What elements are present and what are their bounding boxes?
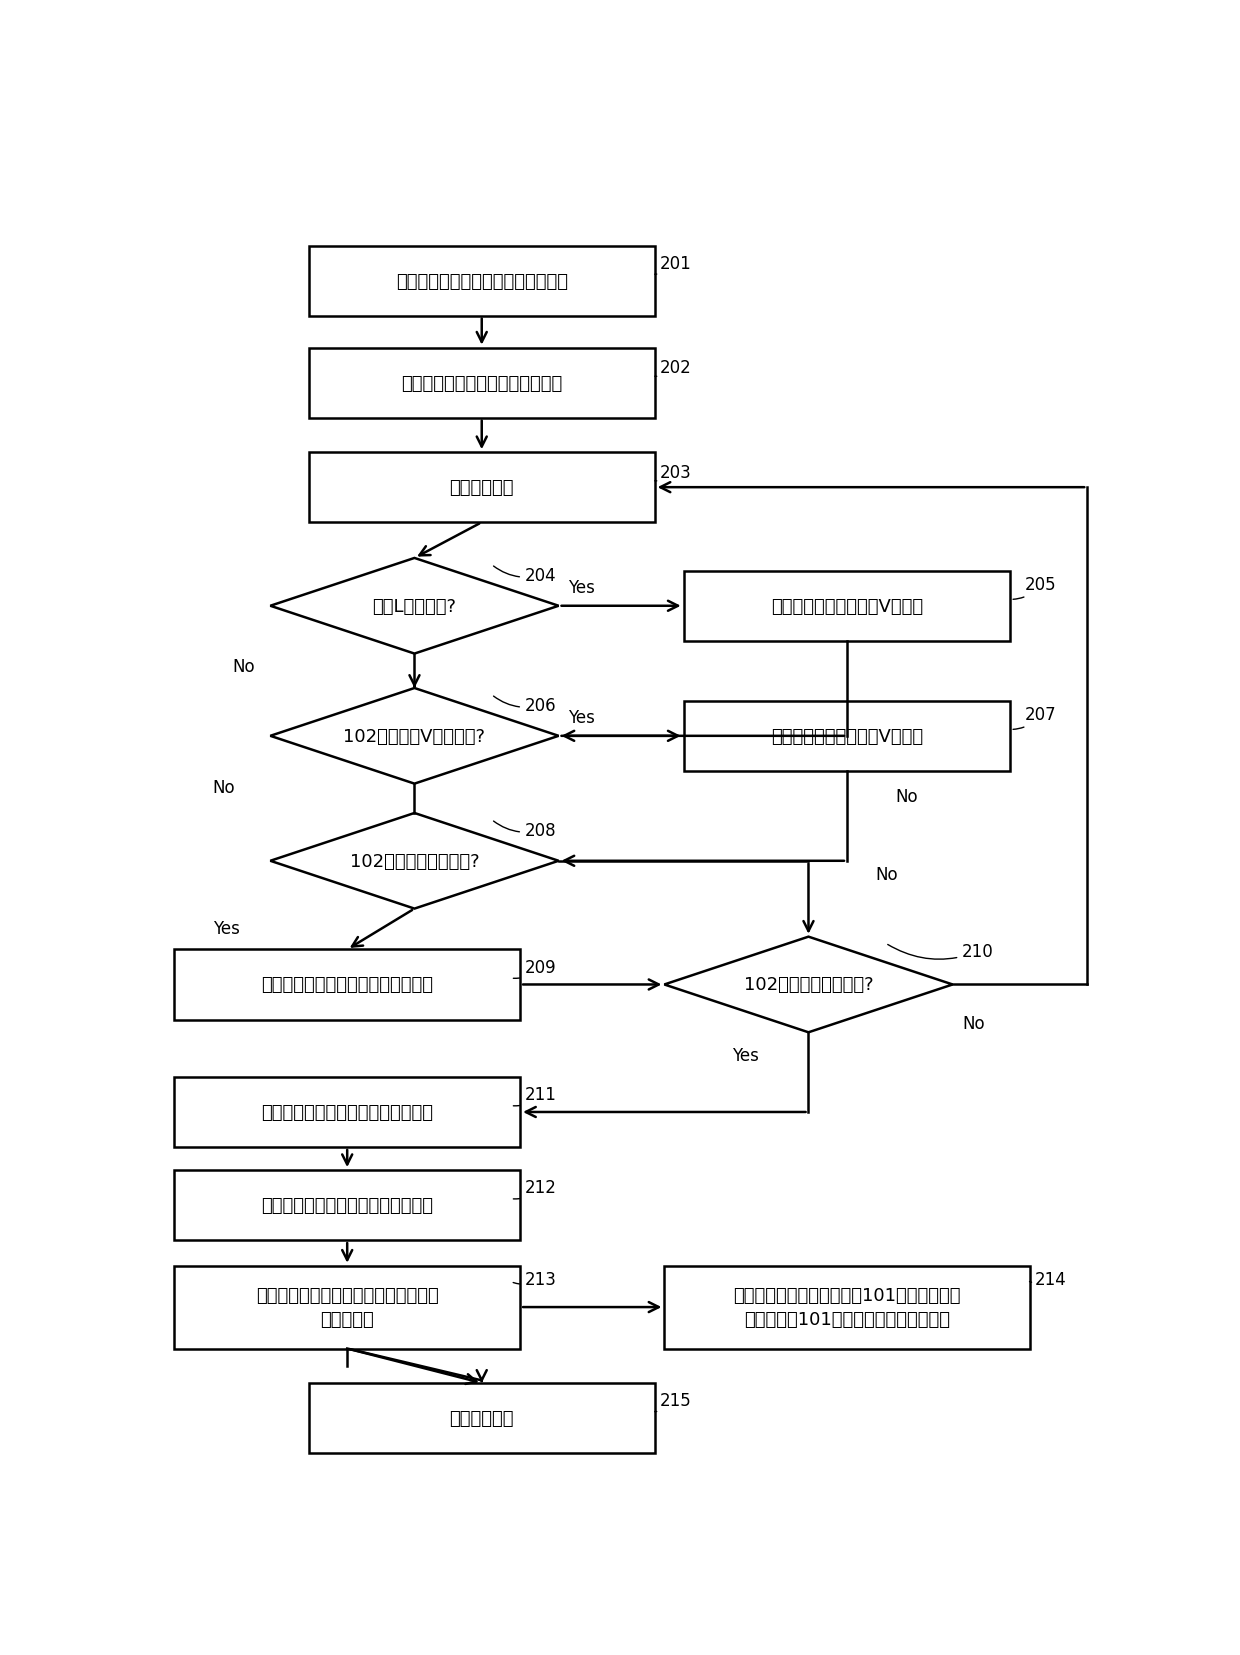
Text: 208: 208 <box>494 821 557 839</box>
Text: No: No <box>232 659 254 675</box>
Bar <box>683 702 1011 771</box>
Polygon shape <box>665 937 952 1033</box>
Text: 处理扫描平面扫过的三角形中间顶点: 处理扫描平面扫过的三角形中间顶点 <box>262 976 433 995</box>
Bar <box>174 1266 521 1349</box>
Text: Yes: Yes <box>568 578 595 596</box>
Text: 对上一步极小点集合进行空间排序: 对上一步极小点集合进行空间排序 <box>401 374 563 392</box>
Text: 处理扫描平面扫过的三角形结束顶点: 处理扫描平面扫过的三角形结束顶点 <box>262 1104 433 1122</box>
Text: 214: 214 <box>1029 1271 1066 1288</box>
Bar <box>309 453 655 523</box>
Text: 206: 206 <box>494 697 557 715</box>
Text: 处理扫描平面扫过的上V型顶点: 处理扫描平面扫过的上V型顶点 <box>771 597 923 616</box>
Text: 210: 210 <box>888 943 994 962</box>
Bar <box>174 950 521 1019</box>
Text: Yes: Yes <box>568 708 595 727</box>
Text: 201: 201 <box>655 255 691 275</box>
Text: 输出结果曲面: 输出结果曲面 <box>449 1408 515 1427</box>
Text: 扫描平面前移: 扫描平面前移 <box>449 478 515 496</box>
Text: Yes: Yes <box>732 1046 759 1064</box>
Text: No: No <box>895 788 918 806</box>
Text: 处理扫描平面扫过的上V型顶点: 处理扫描平面扫过的上V型顶点 <box>771 728 923 745</box>
Text: 处理所有新加入到空间索引101中的三角形与
其它已经在101中的三角形间的相交关系: 处理所有新加入到空间索引101中的三角形与 其它已经在101中的三角形间的相交关… <box>733 1286 961 1327</box>
Text: No: No <box>213 778 236 796</box>
Bar <box>309 247 655 316</box>
Text: 202: 202 <box>655 359 691 377</box>
Text: 207: 207 <box>1013 705 1056 730</box>
Text: 212: 212 <box>513 1178 557 1200</box>
Text: 205: 205 <box>1013 576 1056 599</box>
Text: 203: 203 <box>655 463 691 482</box>
Text: 完全通过扫描平面三角形重新三角化: 完全通过扫描平面三角形重新三角化 <box>262 1197 433 1215</box>
Text: 扫过L首元素吗?: 扫过L首元素吗? <box>372 597 456 616</box>
Polygon shape <box>270 688 559 784</box>
Bar <box>174 1077 521 1147</box>
Text: 102队头是中间节点吗?: 102队头是中间节点吗? <box>350 852 480 871</box>
Text: No: No <box>875 866 898 884</box>
Text: 计算各曲面顶点集中空间排序极小点: 计算各曲面顶点集中空间排序极小点 <box>396 273 568 290</box>
Bar <box>309 1384 655 1453</box>
Text: 213: 213 <box>513 1271 557 1288</box>
Text: 211: 211 <box>513 1086 557 1106</box>
Bar <box>683 571 1011 642</box>
Bar <box>174 1170 521 1240</box>
Text: 215: 215 <box>655 1392 691 1412</box>
Polygon shape <box>270 814 559 909</box>
Text: 102队头是上V型顶点吗?: 102队头是上V型顶点吗? <box>343 728 486 745</box>
Polygon shape <box>270 559 559 654</box>
Bar <box>665 1266 1029 1349</box>
Text: 204: 204 <box>494 566 557 584</box>
Text: No: No <box>962 1015 985 1033</box>
Bar <box>309 348 655 419</box>
Text: Yes: Yes <box>213 919 239 937</box>
Text: 209: 209 <box>513 958 557 978</box>
Text: 102队头是结束节点吗?: 102队头是结束节点吗? <box>744 976 873 995</box>
Text: 处理结果曲面片的产生、生长、分支、
合并与结束: 处理结果曲面片的产生、生长、分支、 合并与结束 <box>255 1286 439 1327</box>
